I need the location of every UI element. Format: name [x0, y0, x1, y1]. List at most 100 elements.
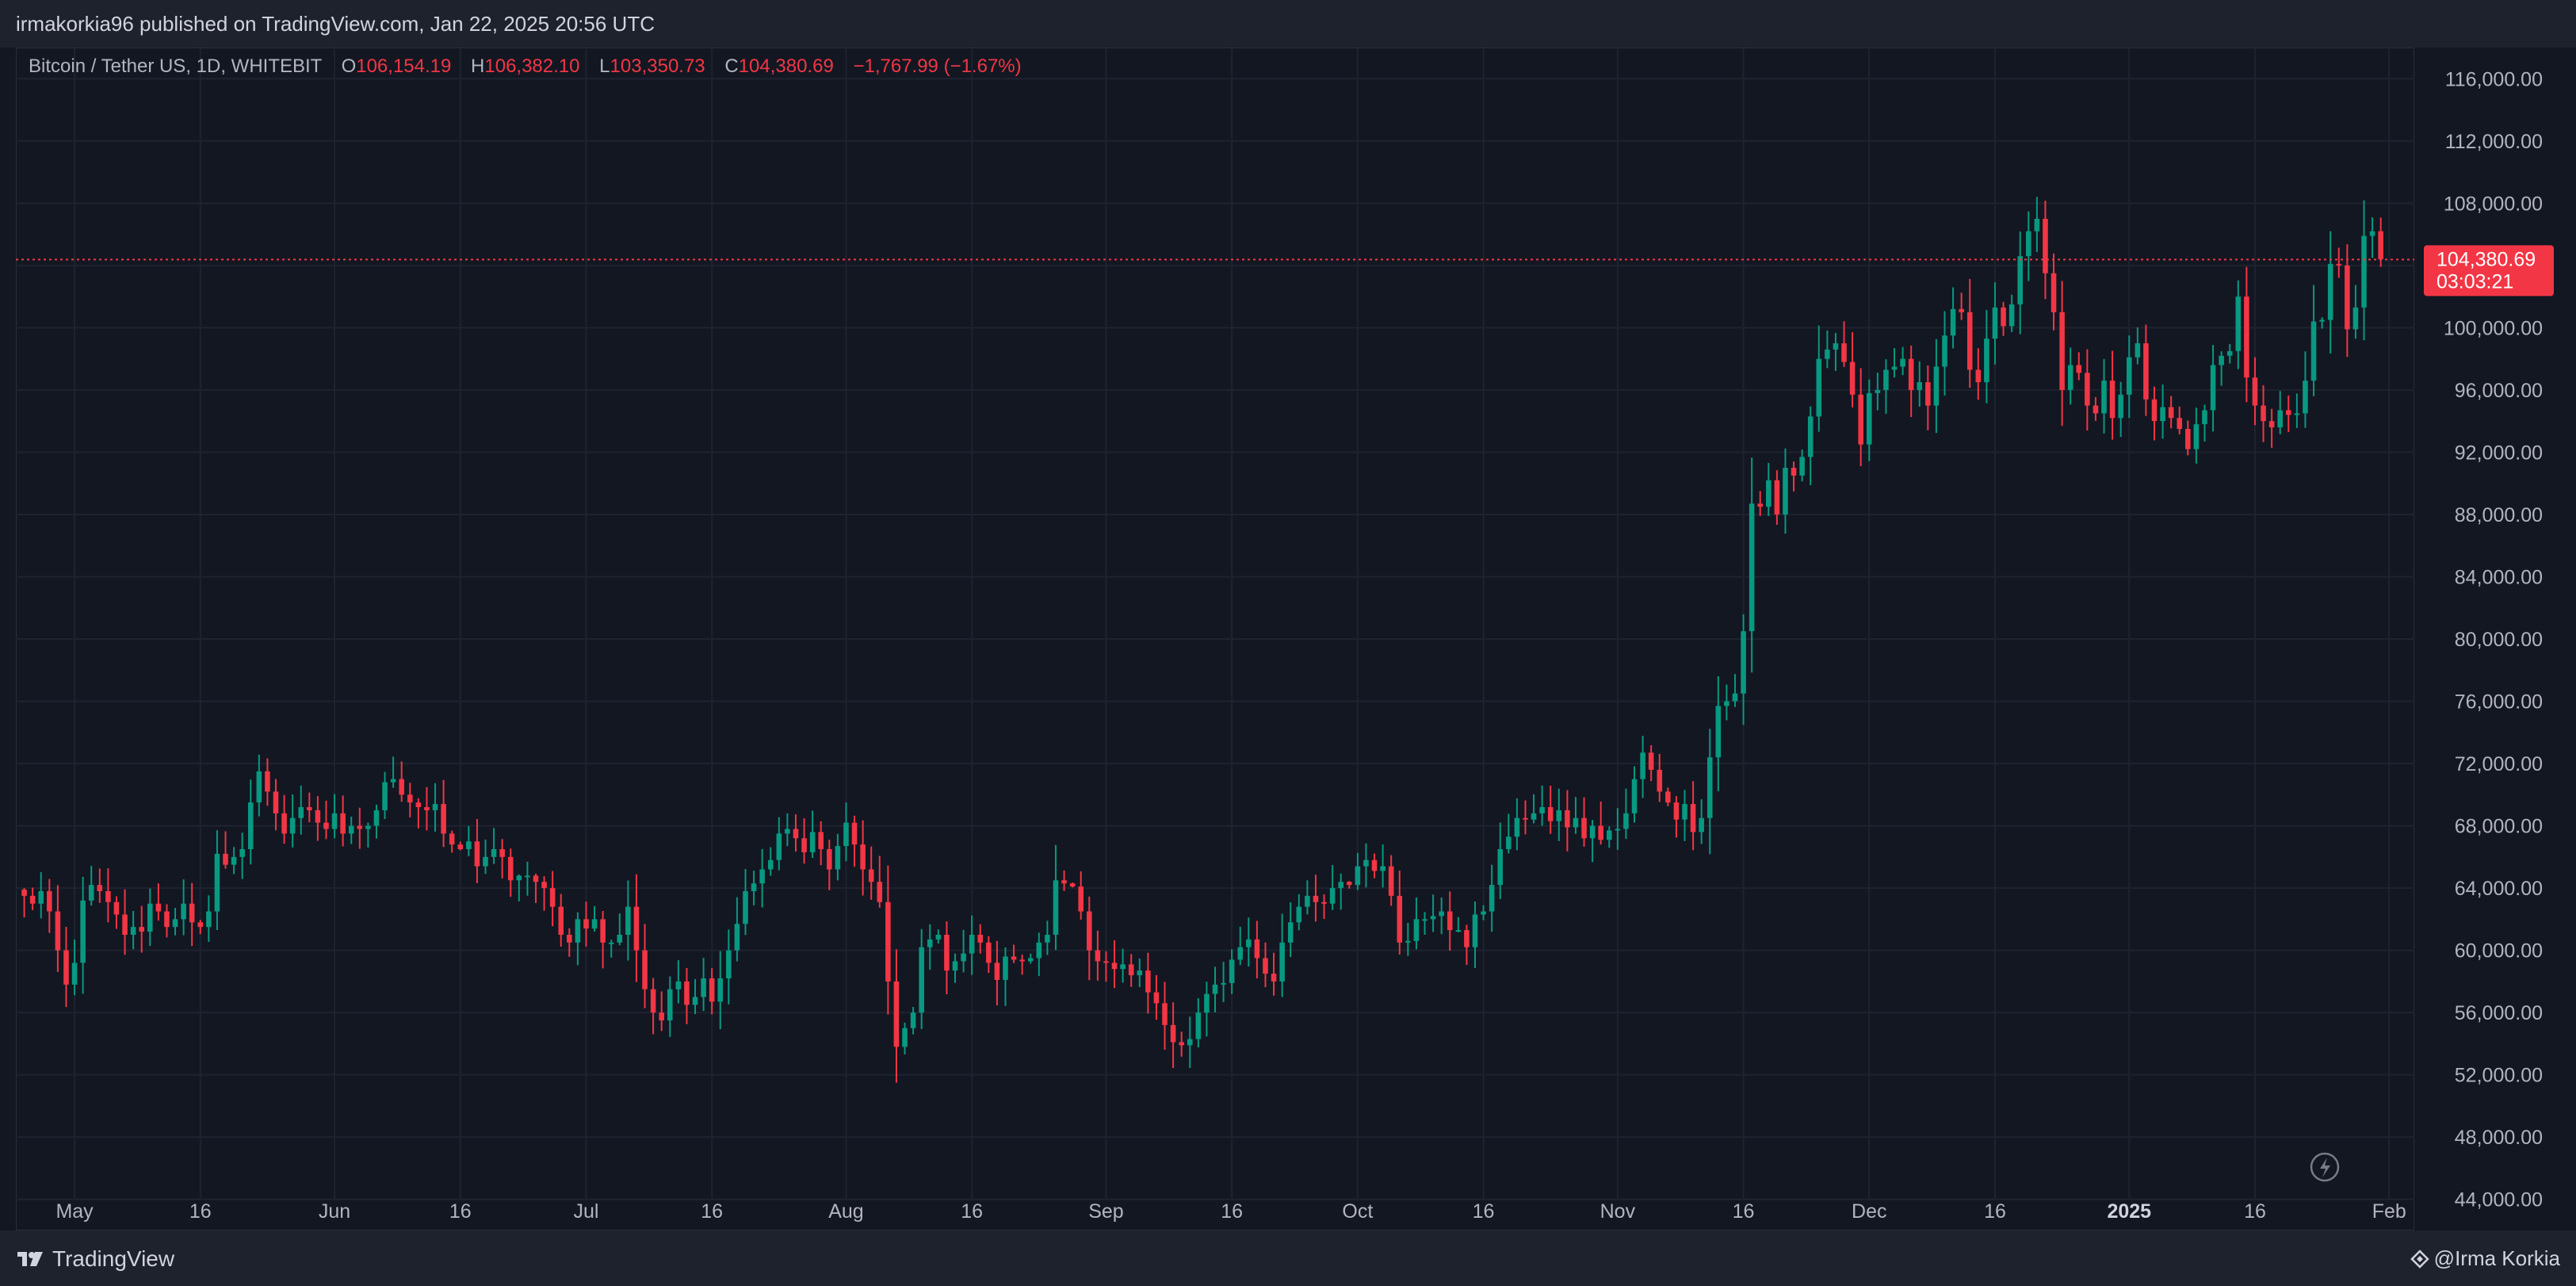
candle	[1388, 855, 1394, 906]
candle	[1329, 865, 1336, 910]
candle	[600, 910, 606, 969]
candle-body	[1069, 883, 1076, 887]
candle	[2034, 197, 2040, 252]
candle-body	[2345, 265, 2350, 330]
candle-body	[63, 950, 69, 985]
candle-body	[994, 963, 1000, 980]
candle-body	[365, 825, 371, 829]
candle-body	[38, 891, 44, 904]
candle-body	[516, 875, 522, 881]
candle-body	[231, 856, 237, 865]
candle-body	[449, 833, 455, 845]
candle	[373, 804, 380, 839]
candle-body	[1447, 911, 1453, 931]
candle-body	[1137, 970, 1143, 976]
candle-body	[2261, 405, 2266, 422]
candle	[1631, 766, 1638, 823]
candle	[2143, 324, 2149, 416]
candle	[331, 794, 338, 839]
candle-body	[1741, 631, 1746, 694]
flash-icon[interactable]	[2310, 1152, 2340, 1182]
candle	[2286, 395, 2291, 433]
candle	[1975, 348, 1982, 400]
candle-body	[181, 903, 186, 920]
author-name: @Irma Korkia	[2433, 1246, 2560, 1270]
candle-body	[1959, 308, 1964, 312]
high-label: H	[471, 55, 485, 77]
candle	[390, 756, 396, 788]
candle-body	[1891, 366, 1898, 370]
candle-body	[1581, 817, 1587, 839]
candle-body	[1405, 940, 1411, 943]
candle	[1741, 614, 1746, 725]
candle-body	[390, 779, 396, 783]
candle-body	[1673, 802, 1680, 820]
candle-body	[1120, 964, 1126, 970]
candle	[1640, 736, 1645, 798]
tradingview-brand[interactable]: TradingView	[16, 1246, 174, 1272]
candle-body	[525, 875, 530, 878]
candle-body	[2277, 410, 2283, 428]
candle-body	[1053, 880, 1059, 935]
price-tick-label: 88,000.00	[2455, 504, 2543, 526]
symbol-legend[interactable]: Bitcoin / Tether US, 1D, WHITEBIT O106,1…	[29, 55, 1022, 78]
candle-body	[130, 927, 136, 935]
candle	[767, 847, 774, 876]
candle	[1883, 359, 1889, 414]
candle	[2126, 335, 2132, 419]
author-credit[interactable]: @Irma Korkia	[2410, 1246, 2560, 1271]
candle	[734, 897, 740, 962]
candle	[1565, 790, 1570, 852]
candle	[583, 901, 589, 947]
last-price-tag	[2424, 245, 2554, 297]
candle-body	[776, 833, 782, 860]
candle	[1547, 785, 1554, 834]
candle	[256, 754, 262, 817]
candle	[927, 924, 933, 970]
candle	[1581, 797, 1587, 847]
candle	[1531, 794, 1537, 824]
candle	[935, 929, 942, 944]
candle	[206, 895, 212, 943]
time-axis: May 16 Jun 16 Jul 16 Aug 16 Sep 16 Oct 16 Nov 16 Dec 16…	[55, 1200, 2406, 1223]
candle-body	[382, 782, 388, 810]
candle-body	[331, 813, 338, 829]
candle-body	[1128, 964, 1134, 976]
candle	[2059, 281, 2065, 427]
time-tick-label: 16	[449, 1200, 472, 1223]
candle-body	[2177, 418, 2183, 429]
last-price-value: 104,380.69	[2436, 248, 2536, 270]
candle-body	[1640, 752, 1645, 779]
candle-body	[558, 906, 564, 935]
candle-body	[2310, 321, 2317, 381]
candle	[625, 880, 631, 961]
candle-body	[483, 856, 488, 867]
candle	[885, 865, 891, 1015]
candle	[1221, 962, 1226, 1002]
price-tick-label: 52,000.00	[2455, 1065, 2543, 1087]
candle-body	[986, 942, 992, 963]
candle-body	[893, 981, 900, 1047]
candle-body	[575, 919, 581, 943]
candle-body	[399, 779, 404, 795]
candle	[1623, 788, 1629, 840]
candle-body	[1439, 911, 1444, 917]
candle	[1045, 920, 1050, 955]
candle-body	[2193, 424, 2200, 450]
candle-body	[1397, 895, 1403, 943]
candle	[1287, 902, 1294, 958]
candle	[2093, 396, 2099, 421]
candle	[172, 908, 178, 936]
candle	[1699, 799, 1704, 844]
candle-body	[340, 813, 346, 834]
candle-body	[2226, 350, 2233, 356]
candle-body	[617, 935, 623, 943]
candle-body	[1975, 369, 1982, 383]
candle-body	[55, 911, 61, 951]
candle-body	[357, 825, 363, 829]
candle	[1866, 379, 1872, 461]
candle	[1439, 897, 1444, 935]
candle-body	[608, 942, 614, 944]
candle	[1271, 952, 1277, 996]
